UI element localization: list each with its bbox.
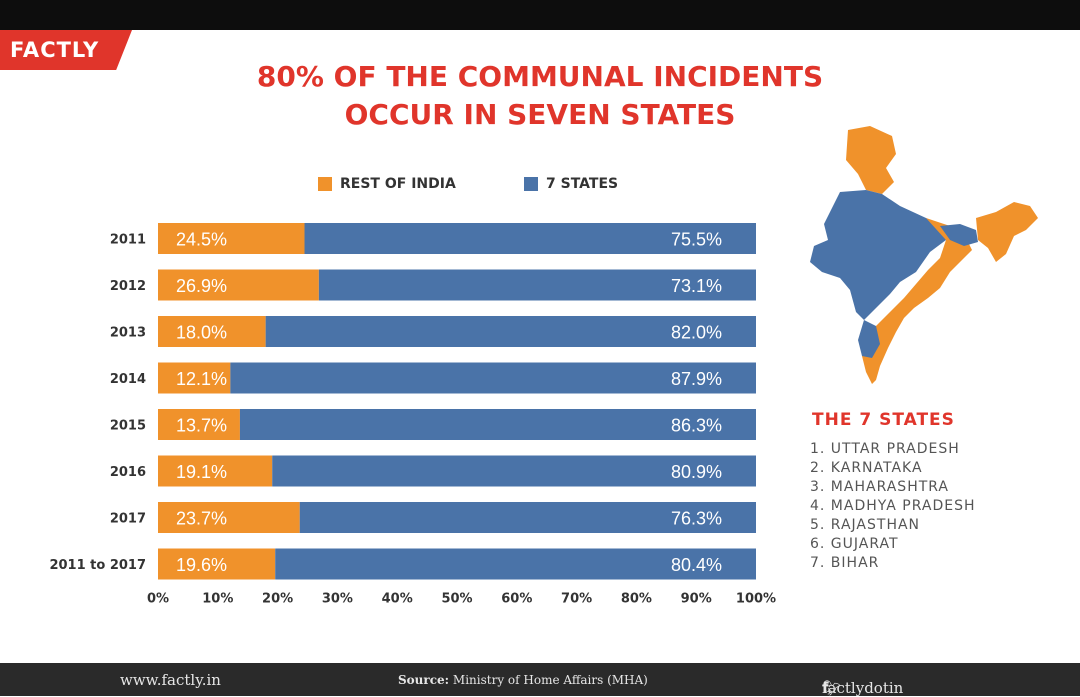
bar-rest-of-india <box>158 409 240 440</box>
data-label-rest: 13.7% <box>176 416 227 436</box>
bar-rest-of-india <box>158 223 305 254</box>
legend-swatch-7-states <box>524 177 538 191</box>
data-label-7-states: 80.4% <box>671 555 722 575</box>
bar-7-states <box>265 316 756 347</box>
x-tick-label: 40% <box>382 592 413 607</box>
x-tick-label: 70% <box>561 592 592 607</box>
bar-7-states <box>299 502 756 533</box>
factly-logo: FACTLY <box>0 30 132 70</box>
data-label-rest: 19.6% <box>176 555 227 575</box>
legend-label-7-states: 7 STATES <box>546 176 619 192</box>
states-panel-title: THE 7 STATES <box>812 410 955 430</box>
stacked-bar-chart: 2011 24.5% 75.5% 2012 26.9% 73.1% 2013 18.0% 82.… <box>49 223 776 607</box>
state-item: 1. UTTAR PRADESH <box>810 441 960 457</box>
state-item: 7. BIHAR <box>810 555 880 571</box>
state-item: 4. MADHYA PRADESH <box>810 498 976 514</box>
data-label-rest: 12.1% <box>176 369 227 389</box>
legend-swatch-rest <box>318 177 332 191</box>
bar-rest-of-india <box>158 316 266 347</box>
category-label: 2011 <box>110 233 146 248</box>
bar-rest-of-india <box>158 362 231 394</box>
bar-rest-of-india <box>158 502 300 533</box>
x-tick-label: 30% <box>322 592 353 607</box>
footer: www.factly.in Source: Ministry of Home A… <box>0 663 1080 697</box>
legend-label-rest: REST OF INDIA <box>340 176 456 192</box>
x-tick-label: 10% <box>202 592 233 607</box>
x-tick-label: 90% <box>681 592 712 607</box>
chart-title: 80% OF THE COMMUNAL INCIDENTS OCCUR IN S… <box>180 58 900 134</box>
bar-7-states <box>239 409 756 440</box>
state-item: 6. GUJARAT <box>810 536 899 552</box>
bar-rest-of-india <box>158 548 276 580</box>
category-label: 2016 <box>110 465 146 480</box>
data-label-rest: 19.1% <box>176 462 227 482</box>
data-label-7-states: 86.3% <box>671 416 722 436</box>
source-label: Source: <box>398 673 450 687</box>
state-item: 5. RAJASTHAN <box>810 517 921 533</box>
category-label: 2012 <box>110 279 146 294</box>
source-text: Ministry of Home Affairs (MHA) <box>452 673 648 687</box>
data-label-7-states: 75.5% <box>671 230 722 250</box>
states-list: 1. UTTAR PRADESH 2. KARNATAKA 3. MAHARAS… <box>810 440 975 573</box>
data-label-7-states: 82.0% <box>671 323 722 343</box>
title-line-2: OCCUR IN SEVEN STATES <box>344 98 736 131</box>
title-line-1: 80% OF THE COMMUNAL INCIDENTS <box>256 60 824 93</box>
legend-7-states: 7 STATES <box>524 176 618 192</box>
india-map-image <box>810 126 1038 384</box>
data-label-rest: 24.5% <box>176 230 227 250</box>
data-label-rest: 23.7% <box>176 509 227 529</box>
data-label-rest: 26.9% <box>176 276 227 296</box>
x-tick-label: 20% <box>262 592 293 607</box>
data-label-7-states: 80.9% <box>671 462 722 482</box>
social-handle[interactable]: factlydotin <box>822 679 904 697</box>
facebook-icon[interactable]: f <box>822 679 829 697</box>
category-label: 2013 <box>110 326 146 341</box>
top-strip <box>0 0 1080 30</box>
category-label: 2014 <box>110 372 146 387</box>
x-tick-label: 60% <box>501 592 532 607</box>
x-tick-label: 50% <box>441 592 472 607</box>
state-item: 3. MAHARASHTRA <box>810 479 950 495</box>
bar-7-states <box>275 548 756 580</box>
x-tick-label: 100% <box>736 592 776 607</box>
data-label-7-states: 73.1% <box>671 276 722 296</box>
legend: REST OF INDIA 7 STATES <box>0 174 800 194</box>
state-item: 2. KARNATAKA <box>810 460 923 476</box>
bar-7-states <box>304 223 756 254</box>
x-tick-label: 0% <box>147 592 169 607</box>
bar-rest-of-india <box>158 455 273 487</box>
category-label: 2015 <box>110 419 146 434</box>
data-label-7-states: 87.9% <box>671 369 722 389</box>
twitter-icon[interactable]: 🐦︎ <box>822 679 842 697</box>
source-note: Source: Ministry of Home Affairs (MHA) <box>398 673 648 687</box>
bar-7-states <box>318 269 756 301</box>
bar-rest-of-india <box>158 269 319 301</box>
bar-7-states <box>272 455 756 487</box>
x-tick-label: 80% <box>621 592 652 607</box>
data-label-rest: 18.0% <box>176 323 227 343</box>
bar-7-states <box>230 362 756 394</box>
website-link[interactable]: www.factly.in <box>120 671 221 689</box>
data-label-7-states: 76.3% <box>671 509 722 529</box>
category-label: 2011 to 2017 <box>49 558 146 573</box>
category-label: 2017 <box>110 512 146 527</box>
legend-rest-of-india: REST OF INDIA <box>318 176 456 192</box>
